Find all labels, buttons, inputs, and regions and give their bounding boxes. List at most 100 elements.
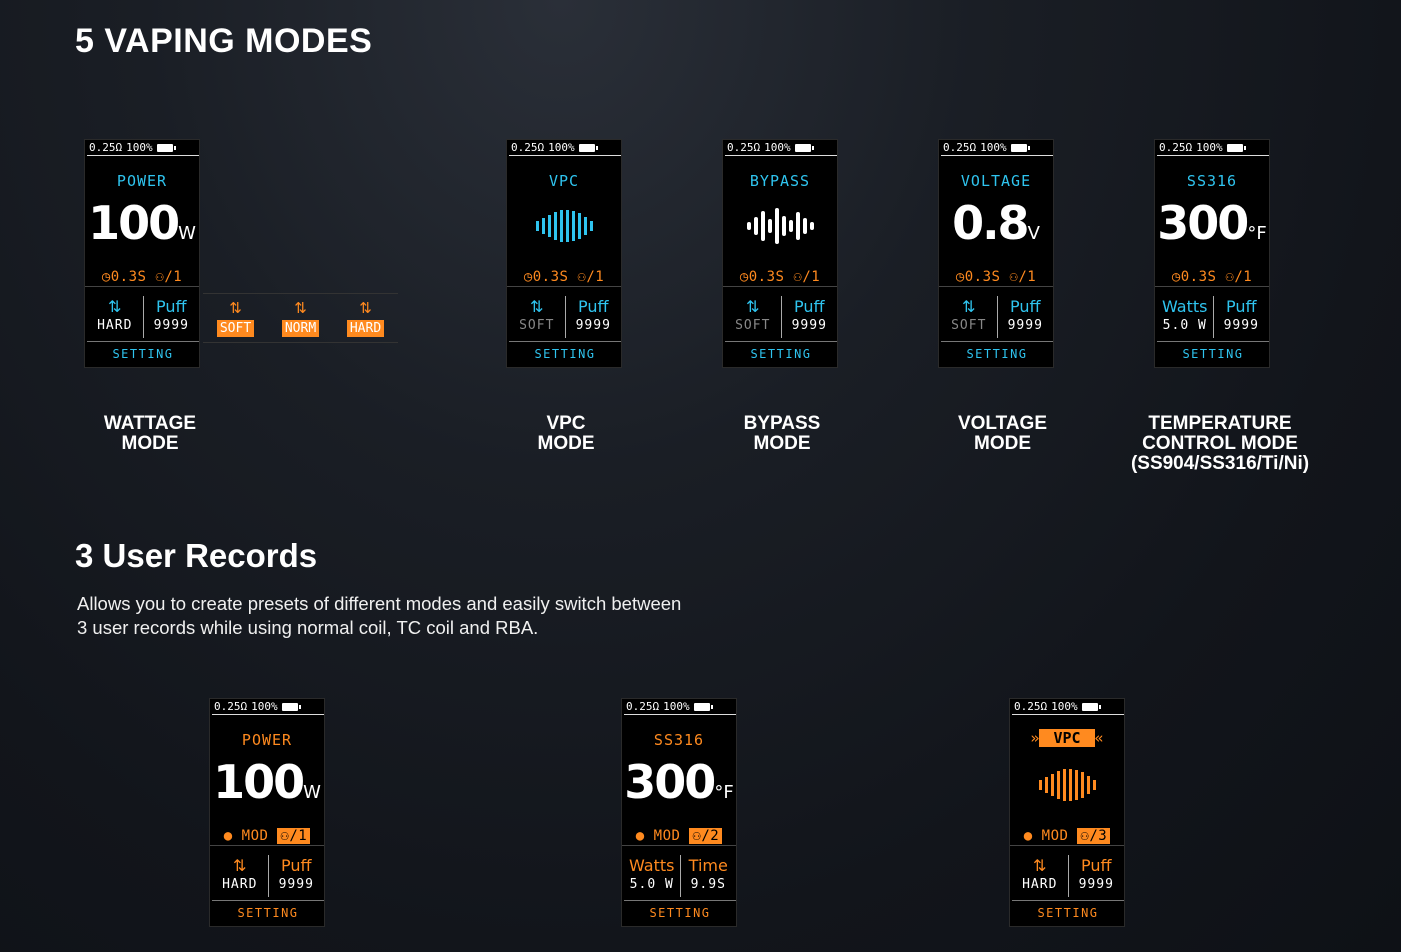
puff-count: 9999 [1223, 318, 1259, 333]
chevron-left-icon: « [1094, 729, 1104, 747]
puff-count: 9999 [153, 318, 189, 333]
time-value: 9.9S [690, 877, 726, 892]
status-bar: 0.25Ω 100% [509, 141, 621, 156]
battery-percent: 100% [980, 141, 1007, 154]
curve-option-norm: ⇅ NORM [281, 299, 320, 337]
stats-grid: Watts 5.0 W Time 9.9S [624, 855, 736, 897]
time-label: Time [688, 856, 728, 875]
curve-arrows-icon: ⇅ [108, 297, 122, 316]
mode-name: SS316 [1186, 172, 1238, 190]
curve-arrows-icon: ⇅ [229, 300, 242, 317]
tc-mode-label: TEMPERATURE CONTROL MODE (SS904/SS316/Ti/N… [1130, 413, 1310, 474]
info-line: ◷0.3S ⚇/1 [507, 267, 621, 287]
curve-arrows-icon: ⇅ [359, 300, 372, 317]
stats-grid: ⇅ HARD Puff 9999 [212, 855, 324, 897]
curve-tag: HARD [346, 320, 385, 337]
watts-label: Watts [629, 856, 675, 875]
battery-percent: 100% [251, 700, 278, 713]
record-info-line: ● MOD ⚇/2 [622, 826, 736, 846]
bypass-mode-screen: 0.25Ω 100% BYPASS ◷0.3S ⚇/1 ⇅ SOFT Puff 999… [722, 139, 838, 368]
curve-arrows-icon: ⇅ [233, 856, 247, 875]
mode-name: SS316 [653, 731, 705, 749]
record-info-line: ● MOD ⚇/1 [210, 826, 324, 846]
stats-grid: Watts 5.0 W Puff 9999 [1157, 296, 1269, 338]
puff-count: 9999 [575, 318, 611, 333]
setting-label: SETTING [941, 341, 1053, 365]
battery-icon [1010, 144, 1030, 152]
status-bar: 0.25Ω 100% [624, 700, 736, 715]
battery-icon [1226, 144, 1246, 152]
resistance-readout: 0.25Ω [1159, 141, 1193, 154]
tc-mode-screen: 0.25Ω 100% SS316 300°F ◷0.3S ⚇/1 Watts 5.0… [1154, 139, 1270, 368]
resistance-readout: 0.25Ω [89, 141, 123, 154]
info-line: ◷0.3S ⚇/1 [85, 267, 199, 287]
battery-percent: 100% [663, 700, 690, 713]
user-record-3-screen: 0.25Ω 100% » VPC « ● MOD ⚇/3 ⇅ HARD Puff 9999… [1009, 698, 1125, 927]
puff-count: 9999 [791, 318, 827, 333]
voltage-mode-label: VOLTAGE MODE [957, 413, 1048, 454]
user-record-2-screen: 0.25Ω 100% SS316 300°F ● MOD ⚇/2 Watts 5.0… [621, 698, 737, 927]
curve-tag: SOFT [216, 320, 255, 337]
temperature-value: 300°F [624, 755, 734, 809]
user-record-1-screen: 0.25Ω 100% POWER 100W ● MOD ⚇/1 ⇅ HARD Puf… [209, 698, 325, 927]
mod-label: ● MOD [1023, 828, 1069, 844]
status-bar: 0.25Ω 100% [87, 141, 199, 156]
wattage-mode-label: WATTAGE MODE [103, 413, 197, 454]
resistance-readout: 0.25Ω [214, 700, 248, 713]
user-slot-badge: ⚇/1 [277, 828, 311, 844]
stats-grid: ⇅ SOFT Puff 9999 [941, 296, 1053, 338]
stats-grid: ⇅ SOFT Puff 9999 [725, 296, 837, 338]
puff-count: 9999 [1078, 877, 1114, 892]
user-slot-badge: ⚇/2 [689, 828, 723, 844]
curve-arrows-icon: ⇅ [746, 297, 760, 316]
battery-icon [1081, 703, 1101, 711]
vpc-banner: » VPC « [1010, 729, 1124, 747]
curve-options-strip: ⇅ SOFT ⇅ NORM ⇅ HARD [203, 293, 398, 343]
watts-value: 5.0 W [629, 877, 674, 892]
info-line: ◷0.3S ⚇/1 [1155, 267, 1269, 287]
puff-label: Puff [280, 856, 312, 875]
power-value: 100W [213, 755, 321, 809]
setting-label: SETTING [1157, 341, 1269, 365]
battery-icon [156, 144, 176, 152]
puff-label: Puff [155, 297, 187, 316]
battery-icon [693, 703, 713, 711]
curve-arrows-icon: ⇅ [294, 300, 307, 317]
mode-name: VOLTAGE [960, 172, 1032, 190]
battery-percent: 100% [1051, 700, 1078, 713]
curve-arrows-icon: ⇅ [1033, 856, 1047, 875]
setting-label: SETTING [725, 341, 837, 365]
mode-name: VPC [548, 172, 580, 190]
curve-value: SOFT [735, 318, 771, 333]
puff-label: Puff [793, 297, 825, 316]
battery-icon [281, 703, 301, 711]
battery-icon [578, 144, 598, 152]
voltage-value: 0.8V [952, 196, 1040, 250]
record-info-line: ● MOD ⚇/3 [1010, 826, 1124, 846]
stats-grid: ⇅ SOFT Puff 9999 [509, 296, 621, 338]
curve-arrows-icon: ⇅ [962, 297, 976, 316]
vpc-mode-label: VPC MODE [537, 413, 595, 454]
resistance-readout: 0.25Ω [943, 141, 977, 154]
curve-option-soft: ⇅ SOFT [216, 299, 255, 337]
battery-percent: 100% [126, 141, 153, 154]
curve-value: SOFT [519, 318, 555, 333]
resistance-readout: 0.25Ω [626, 700, 660, 713]
resistance-readout: 0.25Ω [727, 141, 761, 154]
power-value: 100W [88, 196, 196, 250]
mod-label: ● MOD [223, 828, 269, 844]
watts-label: Watts [1162, 297, 1208, 316]
bypass-mode-label: BYPASS MODE [743, 413, 821, 454]
status-bar: 0.25Ω 100% [1012, 700, 1124, 715]
mod-label: ● MOD [635, 828, 681, 844]
mode-name: POWER [241, 731, 293, 749]
user-slot-badge: ⚇/3 [1077, 828, 1111, 844]
resistance-readout: 0.25Ω [1014, 700, 1048, 713]
setting-label: SETTING [212, 900, 324, 924]
mode-name: BYPASS [749, 172, 811, 190]
battery-percent: 100% [764, 141, 791, 154]
curve-value: HARD [97, 318, 133, 333]
puff-label: Puff [1080, 856, 1112, 875]
stats-grid: ⇅ HARD Puff 9999 [1012, 855, 1124, 897]
curve-value: HARD [222, 877, 258, 892]
